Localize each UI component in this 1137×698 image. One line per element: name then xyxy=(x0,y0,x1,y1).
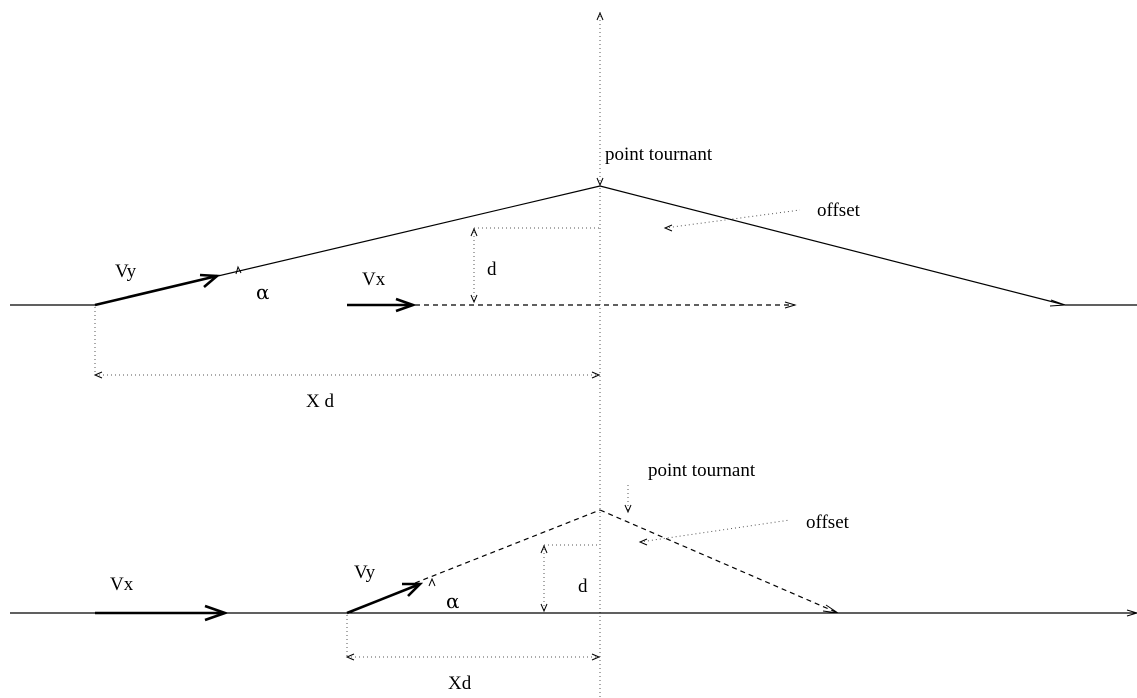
top-offset-label: offset xyxy=(817,200,861,221)
bottom-alpha-label: α xyxy=(446,589,460,613)
bottom-vx-vector xyxy=(95,604,229,622)
top-d-indicator xyxy=(470,227,600,304)
top-diagram: point tournant offset Vy Vx α d X d xyxy=(10,144,1137,412)
top-turning-point-marker xyxy=(596,177,604,187)
top-alpha-marker xyxy=(235,265,242,275)
top-path xyxy=(10,185,1137,307)
bottom-xd-dimension xyxy=(345,615,601,661)
bottom-diagram: point tournant offset Vx Vy α d Xd xyxy=(10,460,1137,694)
bottom-turning-point-marker xyxy=(624,485,632,514)
top-xd-label: X d xyxy=(306,391,334,412)
bottom-xd-label: Xd xyxy=(448,673,472,694)
top-alpha-label: α xyxy=(256,280,270,304)
bottom-d-indicator xyxy=(540,544,600,613)
top-vx-label: Vx xyxy=(362,269,386,290)
top-offset-leader xyxy=(663,209,801,232)
bottom-vy-vector xyxy=(346,582,424,615)
vertical-axis xyxy=(596,11,604,698)
bottom-offset-leader xyxy=(638,519,791,546)
bottom-d-label: d xyxy=(578,576,588,597)
bottom-dashed-path xyxy=(414,509,839,614)
top-xd-dimension xyxy=(93,307,601,379)
top-vy-vector xyxy=(94,273,221,307)
bottom-alpha-marker xyxy=(428,577,436,587)
top-turning-point-label: point tournant xyxy=(605,144,713,165)
bottom-vx-label: Vx xyxy=(110,574,134,595)
top-vx-vector xyxy=(347,297,417,313)
bottom-turning-point-label: point tournant xyxy=(648,460,756,481)
bottom-vy-label: Vy xyxy=(354,562,376,583)
top-d-label: d xyxy=(487,259,497,280)
bottom-offset-label: offset xyxy=(806,512,850,533)
top-vy-label: Vy xyxy=(115,261,137,282)
